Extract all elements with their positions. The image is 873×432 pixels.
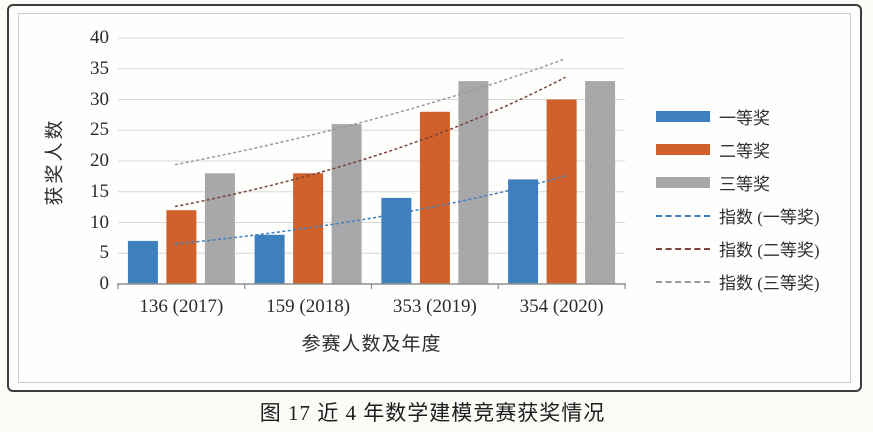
y-tick-label-30: 30	[90, 88, 109, 110]
bar-first-prize-2	[254, 234, 285, 284]
legend-label-trend-first-prize: 指数 (一等奖)	[719, 208, 820, 227]
chart-plot	[117, 37, 626, 289]
trendline-first-prize	[174, 175, 566, 245]
legend-swatch-first-prize-bar	[656, 111, 710, 122]
bar-second-prize-1	[166, 210, 197, 284]
y-tick-label-20: 20	[90, 150, 109, 171]
figure-caption: 图 17 近 4 年数学建模竞赛获奖情况	[259, 401, 606, 425]
legend-entry-trend-first-prize: 指数 (一等奖)	[656, 199, 848, 232]
legend-label-second-prize: 二等奖	[719, 142, 770, 161]
legend-entry-trend-third-prize: 指数 (三等奖)	[656, 265, 848, 298]
x-category-label-4: 354 (2020)	[519, 296, 604, 317]
legend-swatch-third-prize-bar	[656, 177, 710, 188]
legend-swatch-second-prize-bar	[656, 144, 710, 155]
bar-third-prize-2	[331, 124, 362, 284]
y-tick-label-10: 10	[90, 211, 109, 233]
y-tick-label-35: 35	[90, 57, 109, 79]
bar-third-prize-3	[458, 81, 489, 284]
bar-first-prize-4	[508, 179, 539, 284]
chart-area: 获奖人数 40 35 30 25 20 15 10 5 0 136 (2017) 159 (201…	[18, 13, 851, 383]
trendline-second-prize	[174, 76, 566, 208]
legend-swatch-trend-third-prize-line	[656, 280, 710, 283]
x-category-label-2: 159 (2018)	[266, 296, 351, 317]
figure-outer-border: 获奖人数 40 35 30 25 20 15 10 5 0 136 (2017) 159 (201…	[7, 4, 862, 392]
legend-entry-third-prize: 三等奖	[656, 166, 848, 199]
legend-label-trend-third-prize: 指数 (三等奖)	[719, 274, 820, 293]
bar-third-prize-4	[585, 81, 616, 284]
y-tick-label-40: 40	[90, 27, 109, 48]
x-axis-title: 参赛人数及年度	[301, 334, 442, 355]
bar-second-prize-3	[419, 111, 450, 284]
legend-entry-first-prize: 一等奖	[656, 100, 848, 133]
legend-swatch-trend-second-prize-line	[656, 247, 710, 250]
legend-label-first-prize: 一等奖	[719, 109, 770, 128]
trendline-third-prize	[174, 57, 566, 166]
y-tick-label-25: 25	[90, 119, 109, 141]
bar-second-prize-2	[293, 173, 324, 284]
bar-third-prize-1	[204, 173, 235, 284]
legend-label-third-prize: 三等奖	[719, 175, 770, 194]
y-tick-label-0: 0	[99, 273, 110, 294]
bar-second-prize-4	[546, 99, 577, 284]
legend-swatch-trend-first-prize-line	[656, 214, 710, 217]
bar-first-prize-3	[381, 197, 412, 284]
x-category-label-1: 136 (2017)	[139, 296, 224, 317]
y-tick-label-15: 15	[90, 180, 109, 202]
bar-first-prize-1	[127, 240, 158, 284]
y-tick-label-5: 5	[99, 242, 110, 264]
x-category-label-3: 353 (2019)	[392, 296, 477, 317]
legend: 一等奖 二等奖 三等奖 指数 (一等奖) 指数 (二等奖) 指数 (三等奖)	[656, 100, 848, 298]
legend-entry-second-prize: 二等奖	[656, 133, 848, 166]
legend-label-trend-second-prize: 指数 (二等奖)	[719, 241, 820, 260]
legend-entry-trend-second-prize: 指数 (二等奖)	[656, 232, 848, 265]
